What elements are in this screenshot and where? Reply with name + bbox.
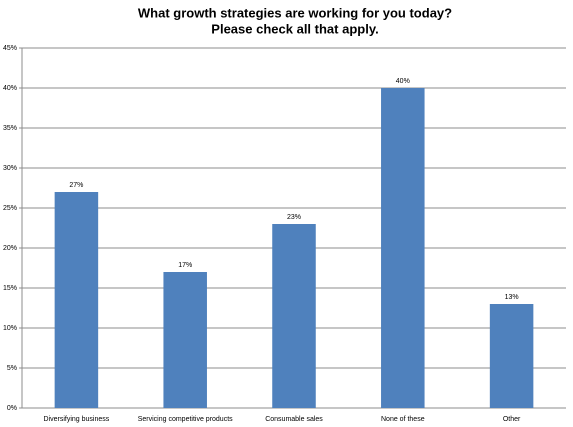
- chart-subtitle: Please check all that apply.: [211, 21, 378, 36]
- y-tick-label: 0%: [7, 405, 17, 412]
- data-label: 40%: [396, 78, 410, 85]
- y-tick-label: 30%: [3, 165, 17, 172]
- bar: [381, 88, 425, 408]
- y-tick-label: 10%: [3, 325, 17, 332]
- y-tick-label: 5%: [7, 365, 17, 372]
- y-tick-label: 35%: [3, 125, 17, 132]
- bar: [272, 224, 316, 408]
- bar: [54, 192, 99, 408]
- x-tick-label: Servicing competitive products: [138, 416, 233, 423]
- data-label: 17%: [178, 262, 192, 269]
- bar: [489, 304, 534, 408]
- y-tick-label: 15%: [3, 285, 17, 292]
- y-tick-label: 45%: [3, 45, 17, 52]
- x-tick-label: Other: [503, 416, 521, 423]
- y-tick-label: 25%: [3, 205, 17, 212]
- y-tick-label: 40%: [3, 85, 17, 92]
- y-tick-label: 20%: [3, 245, 17, 252]
- data-label: 23%: [287, 214, 301, 221]
- chart-title: What growth strategies are working for y…: [138, 5, 452, 20]
- x-tick-label: None of these: [381, 416, 425, 423]
- data-label: 27%: [69, 182, 83, 189]
- bar: [163, 272, 207, 408]
- data-label: 13%: [505, 294, 519, 301]
- x-tick-label: Diversifying business: [44, 416, 110, 423]
- x-tick-label: Consumable sales: [265, 416, 323, 423]
